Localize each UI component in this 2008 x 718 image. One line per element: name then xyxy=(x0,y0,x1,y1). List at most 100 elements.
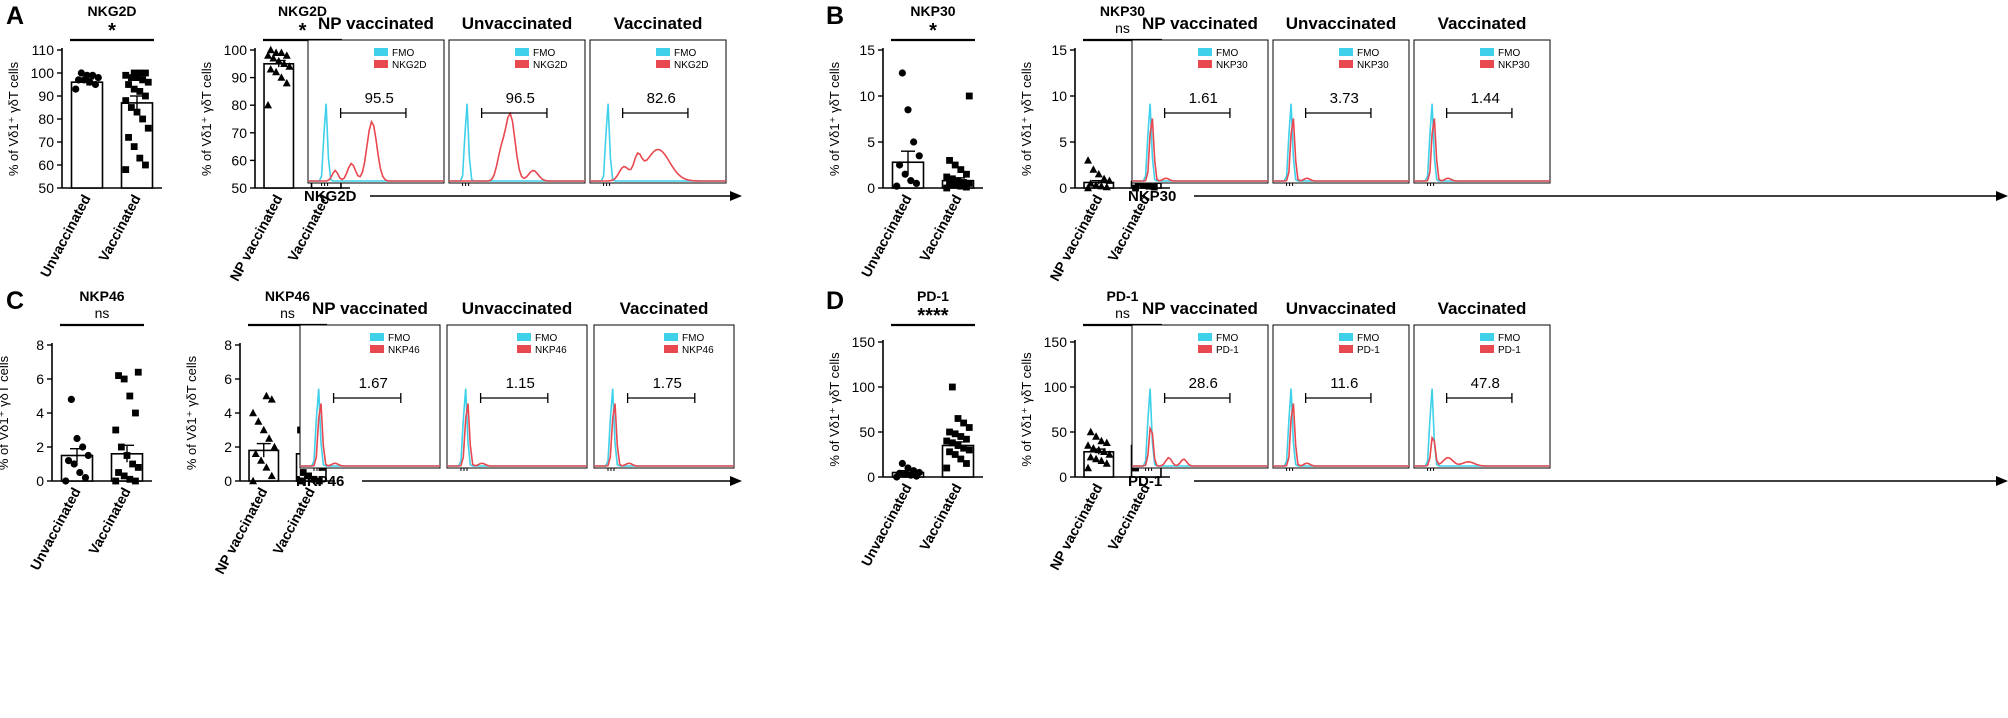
data-point xyxy=(895,469,904,477)
data-point xyxy=(266,65,275,73)
gate-value: 95.5 xyxy=(365,90,394,107)
data-point xyxy=(910,467,918,475)
data-point xyxy=(954,415,962,422)
y-tick-label: 50 xyxy=(38,180,54,196)
legend-label-stain: PD-1 xyxy=(1498,345,1521,356)
data-point xyxy=(130,143,138,150)
data-point xyxy=(310,475,318,483)
legend-label-stain: NKP30 xyxy=(1498,60,1530,71)
y-tick-label: 0 xyxy=(867,180,875,196)
data-point xyxy=(115,372,122,379)
data-point xyxy=(79,443,87,451)
data-point xyxy=(280,59,289,67)
gate-value: 3.73 xyxy=(1330,90,1359,107)
data-point xyxy=(1089,165,1098,173)
histogram-title: NP vaccinated xyxy=(312,299,428,318)
marker-arrowhead xyxy=(1996,476,2008,486)
y-tick-label: 15 xyxy=(859,42,875,58)
histogram-title: Unvaccinated xyxy=(462,299,573,318)
data-point xyxy=(901,470,909,478)
gate-value: 82.6 xyxy=(647,90,676,107)
y-tick-label: 10 xyxy=(859,88,875,104)
y-tick-label: 90 xyxy=(231,70,247,86)
legend-label-fmo: FMO xyxy=(388,333,410,344)
y-tick-label: 80 xyxy=(38,111,54,127)
data-point xyxy=(134,464,142,471)
y-tick-label: 100 xyxy=(31,65,55,81)
data-point xyxy=(94,74,102,82)
data-point xyxy=(272,48,281,56)
y-tick-label: 2 xyxy=(36,439,44,455)
histogram-title: Unvaccinated xyxy=(462,14,573,33)
bar-0 xyxy=(70,81,104,189)
data-point xyxy=(960,179,968,186)
y-tick-label: 10 xyxy=(1051,88,1067,104)
legend-label-fmo: FMO xyxy=(533,48,555,59)
data-point xyxy=(120,472,128,480)
data-point xyxy=(893,182,901,190)
y-tick-label: 0 xyxy=(224,473,232,489)
data-point xyxy=(965,92,973,100)
data-point xyxy=(127,104,135,111)
data-point xyxy=(251,449,260,457)
significance-label: * xyxy=(929,20,937,42)
data-point xyxy=(123,452,131,459)
data-point xyxy=(264,51,273,59)
category-label: Vaccinated xyxy=(269,485,317,557)
marker-arrowhead xyxy=(730,476,742,486)
gate-value: 1.15 xyxy=(506,375,535,392)
data-point xyxy=(144,78,152,86)
gate-value: 11.6 xyxy=(1330,375,1358,392)
data-point xyxy=(254,417,263,425)
gate-value: 1.75 xyxy=(653,375,682,392)
legend-label-stain: NKP46 xyxy=(388,345,420,356)
y-tick-label: 50 xyxy=(231,180,247,196)
bar-title: NKP46 xyxy=(265,288,310,304)
data-point xyxy=(112,426,120,434)
stain-trace xyxy=(1273,403,1409,467)
data-point xyxy=(125,134,132,141)
data-point xyxy=(963,170,970,178)
data-point xyxy=(943,437,951,445)
data-point xyxy=(132,477,139,485)
data-point xyxy=(943,184,951,192)
legend-swatch-fmo xyxy=(656,48,670,56)
data-point xyxy=(266,45,275,54)
y-tick-label: 50 xyxy=(1051,424,1067,440)
data-point xyxy=(126,475,134,483)
panel-label: C xyxy=(6,287,24,315)
stain-trace xyxy=(308,119,444,182)
bar-title: NKG2D xyxy=(87,3,136,19)
data-point xyxy=(73,434,81,443)
stain-trace xyxy=(1132,118,1268,182)
stain-trace xyxy=(300,403,440,467)
category-label: Vaccinated xyxy=(85,485,133,557)
data-point xyxy=(1150,183,1158,191)
data-point xyxy=(142,69,149,77)
y-axis-label: % of Vδ1⁺ γδT cells xyxy=(1019,61,1034,176)
data-point xyxy=(299,469,307,476)
legend-swatch-stain xyxy=(1480,345,1494,353)
significance-label: * xyxy=(299,20,307,42)
data-point xyxy=(136,154,144,162)
data-point xyxy=(142,161,149,169)
stain-trace xyxy=(449,111,585,182)
category-label: NP vaccinated xyxy=(226,192,285,284)
data-point xyxy=(1102,459,1111,467)
data-point xyxy=(285,62,294,70)
histogram-title: Unvaccinated xyxy=(1286,14,1397,33)
data-point xyxy=(70,460,78,468)
data-point xyxy=(264,101,273,109)
legend-label-stain: NKP46 xyxy=(535,345,567,356)
data-point xyxy=(1105,450,1114,458)
bar-title: PD-1 xyxy=(917,288,949,304)
marker-label: NKP30 xyxy=(1128,188,1176,205)
data-point xyxy=(946,428,953,436)
data-point xyxy=(1094,170,1103,178)
legend-label-fmo: FMO xyxy=(1498,48,1520,59)
data-point xyxy=(74,76,83,84)
legend-swatch-stain xyxy=(517,345,531,353)
data-point xyxy=(1097,436,1106,445)
legend-label-fmo: FMO xyxy=(1216,333,1238,344)
